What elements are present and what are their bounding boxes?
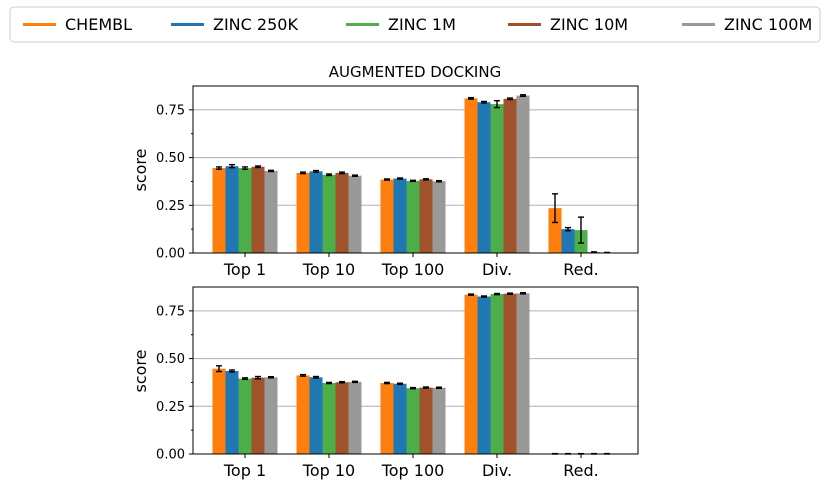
bar [310,171,323,253]
subplot-bottom: score 0.00 0.25 0.50 0.75 Top 1 Top 10 Top 100… [131,287,638,480]
bar [394,179,407,253]
y-tick-label: 0.75 [156,103,185,118]
bar [297,375,310,454]
chart-title: AUGMENTED DOCKING [329,63,501,81]
bar [213,168,226,253]
y-tick-label: 0.25 [156,400,185,415]
bar [265,377,278,454]
bar [323,383,336,454]
x-tick-label: Div. [482,461,512,480]
bar [407,181,420,253]
legend-label: ZINC 250K [213,15,298,34]
bar [297,173,310,253]
bar [239,168,252,253]
bar [465,98,478,253]
bar [478,297,491,454]
bar [336,382,349,454]
bar [517,293,530,454]
y-axis-label: score [131,149,150,192]
bar [226,371,239,454]
bar [562,229,575,253]
bar [226,166,239,253]
x-tick-label: Red. [563,461,598,480]
x-tick-label: Top 10 [302,461,355,480]
bar [349,176,362,253]
bar [407,388,420,454]
x-tick-label: Top 100 [381,260,445,279]
legend-label: ZINC 1M [388,15,456,34]
y-tick-label: 0.75 [156,304,185,319]
legend-label: ZINC 100M [724,15,812,34]
legend: CHEMBL ZINC 250K ZINC 1M ZINC 10M ZINC 100M [10,7,820,42]
bar [310,377,323,454]
bar [336,173,349,253]
bar [517,96,530,253]
x-tick-label: Red. [563,260,598,279]
bar [465,295,478,454]
bar [420,179,433,253]
bar [420,388,433,454]
bar [491,294,504,454]
x-tick-label: Div. [482,260,512,279]
subplot-augmented-docking: AUGMENTED DOCKING score 0.00 0.25 0.50 0.75… [131,63,638,279]
legend-label: ZINC 10M [550,15,628,34]
bar [349,382,362,454]
bar [491,104,504,253]
y-tick-label: 0.50 [156,352,185,367]
bar [252,167,265,253]
y-axis-label: score [131,350,150,393]
y-tick-label: 0.00 [156,448,185,463]
bar [433,388,446,454]
x-tick-label: Top 10 [302,260,355,279]
bar [478,102,491,253]
bar [433,181,446,253]
bar [381,383,394,454]
x-tick-label: Top 1 [223,461,266,480]
y-tick-label: 0.50 [156,151,185,166]
bar [323,175,336,253]
bar [239,379,252,454]
bar [381,180,394,253]
bar [504,294,517,454]
legend-label: CHEMBL [65,15,132,34]
y-tick-label: 0.00 [156,247,185,262]
y-tick-label: 0.25 [156,199,185,214]
bar [213,369,226,454]
x-tick-label: Top 100 [381,461,445,480]
x-tick-label: Top 1 [223,260,266,279]
bar [252,378,265,454]
bar [394,384,407,454]
bar [504,99,517,253]
bar [265,171,278,253]
